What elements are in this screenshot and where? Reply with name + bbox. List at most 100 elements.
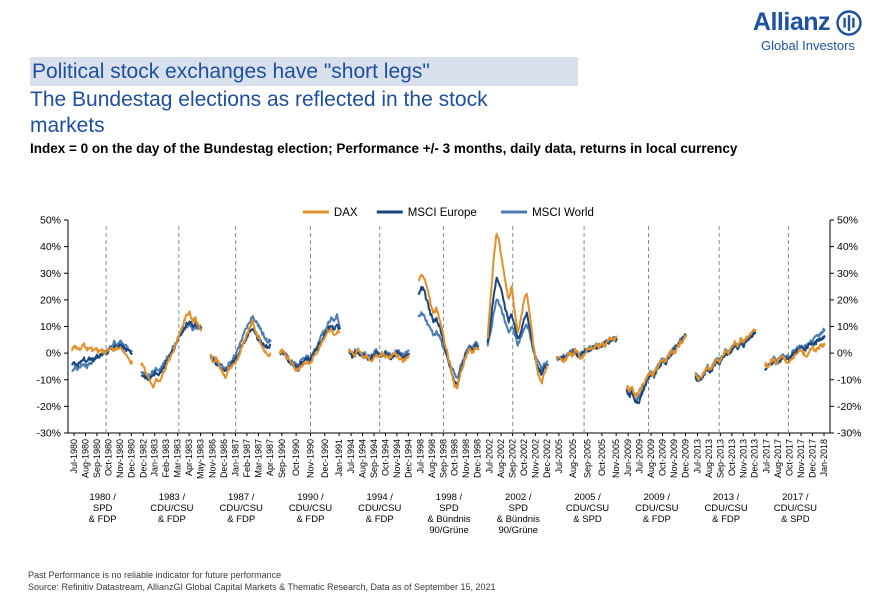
x-tick-label: Nov-2005 bbox=[611, 439, 621, 478]
x-tick-label: Jul-2013 bbox=[692, 439, 702, 474]
election-label: 1987 /CDU/CSU & FDP bbox=[220, 492, 263, 525]
y-tick-label-right: 20% bbox=[837, 294, 858, 306]
y-tick-label-right: 0% bbox=[837, 348, 852, 360]
series-line-dax bbox=[209, 318, 272, 379]
series-line-dax bbox=[764, 342, 826, 369]
x-tick-label: Oct-2013 bbox=[727, 439, 737, 476]
chart-description: Index = 0 on the day of the Bundestag el… bbox=[30, 141, 738, 156]
x-tick-label: Sep-2013 bbox=[715, 439, 725, 478]
election-label: 2005 /CDU/CSU & SPD bbox=[566, 492, 609, 525]
election-label: 2013 /CDU/CSU & FDP bbox=[704, 492, 747, 525]
line-chart: 50% 50% 40% 40% 30% 30% 20% 20% 10% 10% 0% 0% -10% -1… bbox=[0, 200, 887, 560]
x-tick-label: May-1983 bbox=[196, 439, 206, 479]
x-tick-label: Aug-2013 bbox=[704, 439, 714, 478]
x-tick-label: Aug-1994 bbox=[358, 439, 368, 478]
x-tick-label: Nov-2013 bbox=[738, 439, 748, 478]
x-tick-label: Oct-1990 bbox=[291, 439, 301, 476]
x-tick-label: Aug-2017 bbox=[773, 439, 783, 478]
x-tick-label: Jan-1987 bbox=[230, 439, 240, 477]
y-tick-label-right: 50% bbox=[837, 215, 858, 227]
election-label: 2009 /CDU/CSU & FDP bbox=[635, 492, 678, 525]
x-tick-label: Aug-1980 bbox=[80, 439, 90, 478]
y-tick-label-left: 10% bbox=[40, 321, 61, 333]
x-tick-label: Oct-2009 bbox=[658, 439, 668, 476]
x-tick-label: Oct-2002 bbox=[519, 439, 529, 476]
allianz-eagle-icon bbox=[836, 9, 862, 36]
election-label: 1983 /CDU/CSU & FDP bbox=[150, 492, 193, 525]
x-tick-label: Feb-1987 bbox=[242, 439, 252, 478]
y-tick-label-right: -20% bbox=[837, 401, 862, 413]
x-tick-label: Nov-2009 bbox=[669, 439, 679, 478]
allianz-wordmark: Allianz bbox=[752, 8, 831, 36]
series-line-europe bbox=[486, 276, 549, 376]
series-line-dax bbox=[486, 232, 549, 385]
x-tick-label: Dec-1986 bbox=[219, 439, 229, 478]
chart-canvas: 50% 50% 40% 40% 30% 30% 20% 20% 10% 10% 0% 0% -10% -1… bbox=[36, 207, 862, 536]
x-tick-label: Oct-1994 bbox=[380, 439, 390, 476]
x-tick-label: Jul-1994 bbox=[346, 439, 356, 474]
election-label: 2017 /CDU/CSU & SPD bbox=[774, 492, 817, 525]
x-tick-label: Aug-2002 bbox=[496, 439, 506, 478]
x-tick-label: Apr-1983 bbox=[184, 439, 194, 476]
election-label: 2002 /SPD & Bündnis 90/Grüne bbox=[497, 492, 541, 536]
series-line-europe bbox=[71, 343, 134, 368]
series-line-europe bbox=[763, 335, 826, 371]
x-tick-label: Feb-1983 bbox=[161, 439, 171, 478]
series-line-dax bbox=[625, 334, 688, 399]
y-tick-label-right: 30% bbox=[837, 268, 858, 280]
y-tick-label-left: 40% bbox=[40, 241, 61, 253]
footnotes: Past Performance is no reliable indicato… bbox=[28, 569, 496, 593]
x-tick-label: Mar-1983 bbox=[173, 439, 183, 478]
x-tick-label: Sep-1990 bbox=[277, 439, 287, 478]
x-tick-label: Mar-1987 bbox=[253, 439, 263, 478]
legend-label-world: MSCI World bbox=[532, 207, 594, 219]
x-tick-label: Nov-1986 bbox=[208, 439, 218, 478]
y-tick-label-right: -10% bbox=[837, 374, 862, 386]
x-tick-label: Sep-1994 bbox=[369, 439, 379, 478]
x-tick-label: Nov-1994 bbox=[392, 439, 402, 478]
allianz-logo: Allianz Global Investors bbox=[753, 8, 863, 53]
x-tick-label: Jul-2002 bbox=[485, 439, 495, 474]
x-tick-label: Dec-1998 bbox=[473, 439, 483, 478]
x-tick-label: Jul-1980 bbox=[69, 439, 79, 474]
global-investors-label: Global Investors bbox=[760, 38, 855, 53]
y-tick-label-left: -30% bbox=[36, 428, 61, 440]
x-tick-label: Dec-2009 bbox=[680, 439, 690, 478]
x-tick-label: Apr-1987 bbox=[265, 439, 275, 476]
x-tick-label: Oct-1980 bbox=[103, 439, 113, 476]
x-tick-label: Aug-2005 bbox=[568, 439, 578, 478]
y-tick-label-left: 50% bbox=[40, 215, 61, 227]
x-tick-label: Dec-2002 bbox=[542, 439, 552, 478]
x-tick-label: Dec-2013 bbox=[750, 439, 760, 478]
x-tick-label: Sep-2002 bbox=[508, 439, 518, 478]
y-tick-label-right: 40% bbox=[837, 241, 858, 253]
y-tick-label-left: -10% bbox=[36, 374, 61, 386]
y-tick-label-right: -30% bbox=[837, 428, 862, 440]
x-tick-label: Dec-2017 bbox=[808, 439, 818, 478]
series-line-europe bbox=[417, 285, 480, 388]
x-tick-label: Sep-1998 bbox=[438, 439, 448, 478]
x-tick-label: Nov-1998 bbox=[461, 439, 471, 478]
election-label: 1980 /SPD & FDP bbox=[89, 492, 117, 525]
series-line-dax bbox=[278, 327, 341, 372]
legend-label-dax: DAX bbox=[334, 207, 358, 219]
legend-label-europe: MSCI Europe bbox=[408, 207, 477, 219]
series-line-dax bbox=[418, 273, 480, 390]
x-tick-label: Nov-2002 bbox=[530, 439, 540, 478]
x-tick-label: Oct-2005 bbox=[597, 439, 607, 476]
x-tick-label: Jul-2009 bbox=[635, 439, 645, 474]
x-tick-label: Nov-1990 bbox=[305, 439, 315, 478]
x-tick-label: Aug-1998 bbox=[427, 439, 437, 478]
y-tick-label-left: 20% bbox=[40, 294, 61, 306]
x-tick-label: Sep-2005 bbox=[583, 439, 593, 478]
x-tick-label: Dec-1990 bbox=[320, 439, 330, 478]
page-subtitle: The Bundestag elections as reflected in … bbox=[30, 88, 488, 137]
y-tick-label-left: -20% bbox=[36, 401, 61, 413]
source-text: Source: Refinitiv Datastream, AllianzGI … bbox=[28, 582, 496, 592]
x-tick-label: Oct-1998 bbox=[450, 439, 460, 476]
x-tick-label: Nov-1980 bbox=[115, 439, 125, 478]
x-tick-label: Aug-2009 bbox=[646, 439, 656, 478]
series-line-dax bbox=[140, 310, 203, 389]
y-tick-label-left: 0% bbox=[46, 348, 61, 360]
